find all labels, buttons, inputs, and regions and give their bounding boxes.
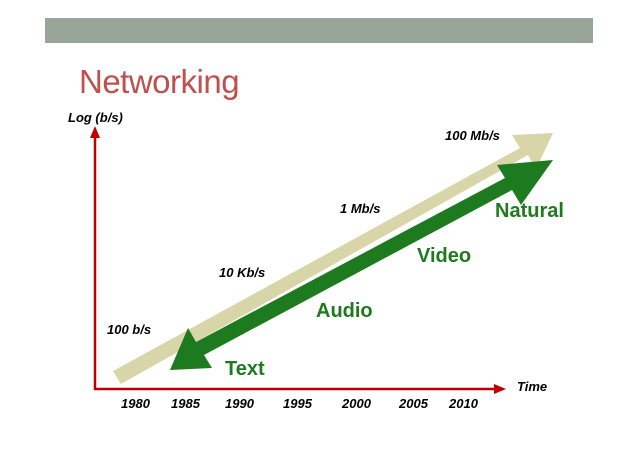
header-bar xyxy=(45,18,593,43)
x-axis-label: Time xyxy=(517,379,547,394)
year-tick-label: 2010 xyxy=(448,396,479,411)
slide-title: Networking xyxy=(79,63,240,100)
y-axis-arrowhead xyxy=(90,126,100,138)
year-tick-label: 2005 xyxy=(398,396,429,411)
year-tick-label: 1985 xyxy=(171,396,201,411)
rate-label-100m: 100 Mb/s xyxy=(445,128,500,143)
media-label-text: Text xyxy=(225,358,265,380)
media-arrow xyxy=(170,160,553,370)
x-axis-arrowhead xyxy=(494,384,506,394)
year-tick-label: 2000 xyxy=(341,396,372,411)
rate-label-10k: 10 Kb/s xyxy=(219,265,265,280)
media-label-video: Video xyxy=(417,245,471,267)
media-label-audio: Audio xyxy=(316,300,373,322)
year-tick-label: 1980 xyxy=(121,396,151,411)
media-label-natural: Natural xyxy=(495,200,564,222)
year-tick-label: 1995 xyxy=(283,396,313,411)
rate-label-100b: 100 b/s xyxy=(107,322,151,337)
rate-label-1m: 1 Mb/s xyxy=(340,201,380,216)
year-tick-label: 1990 xyxy=(225,396,255,411)
bandwidth-arrow xyxy=(113,133,553,384)
y-axis-label: Log (b/s) xyxy=(68,110,123,125)
